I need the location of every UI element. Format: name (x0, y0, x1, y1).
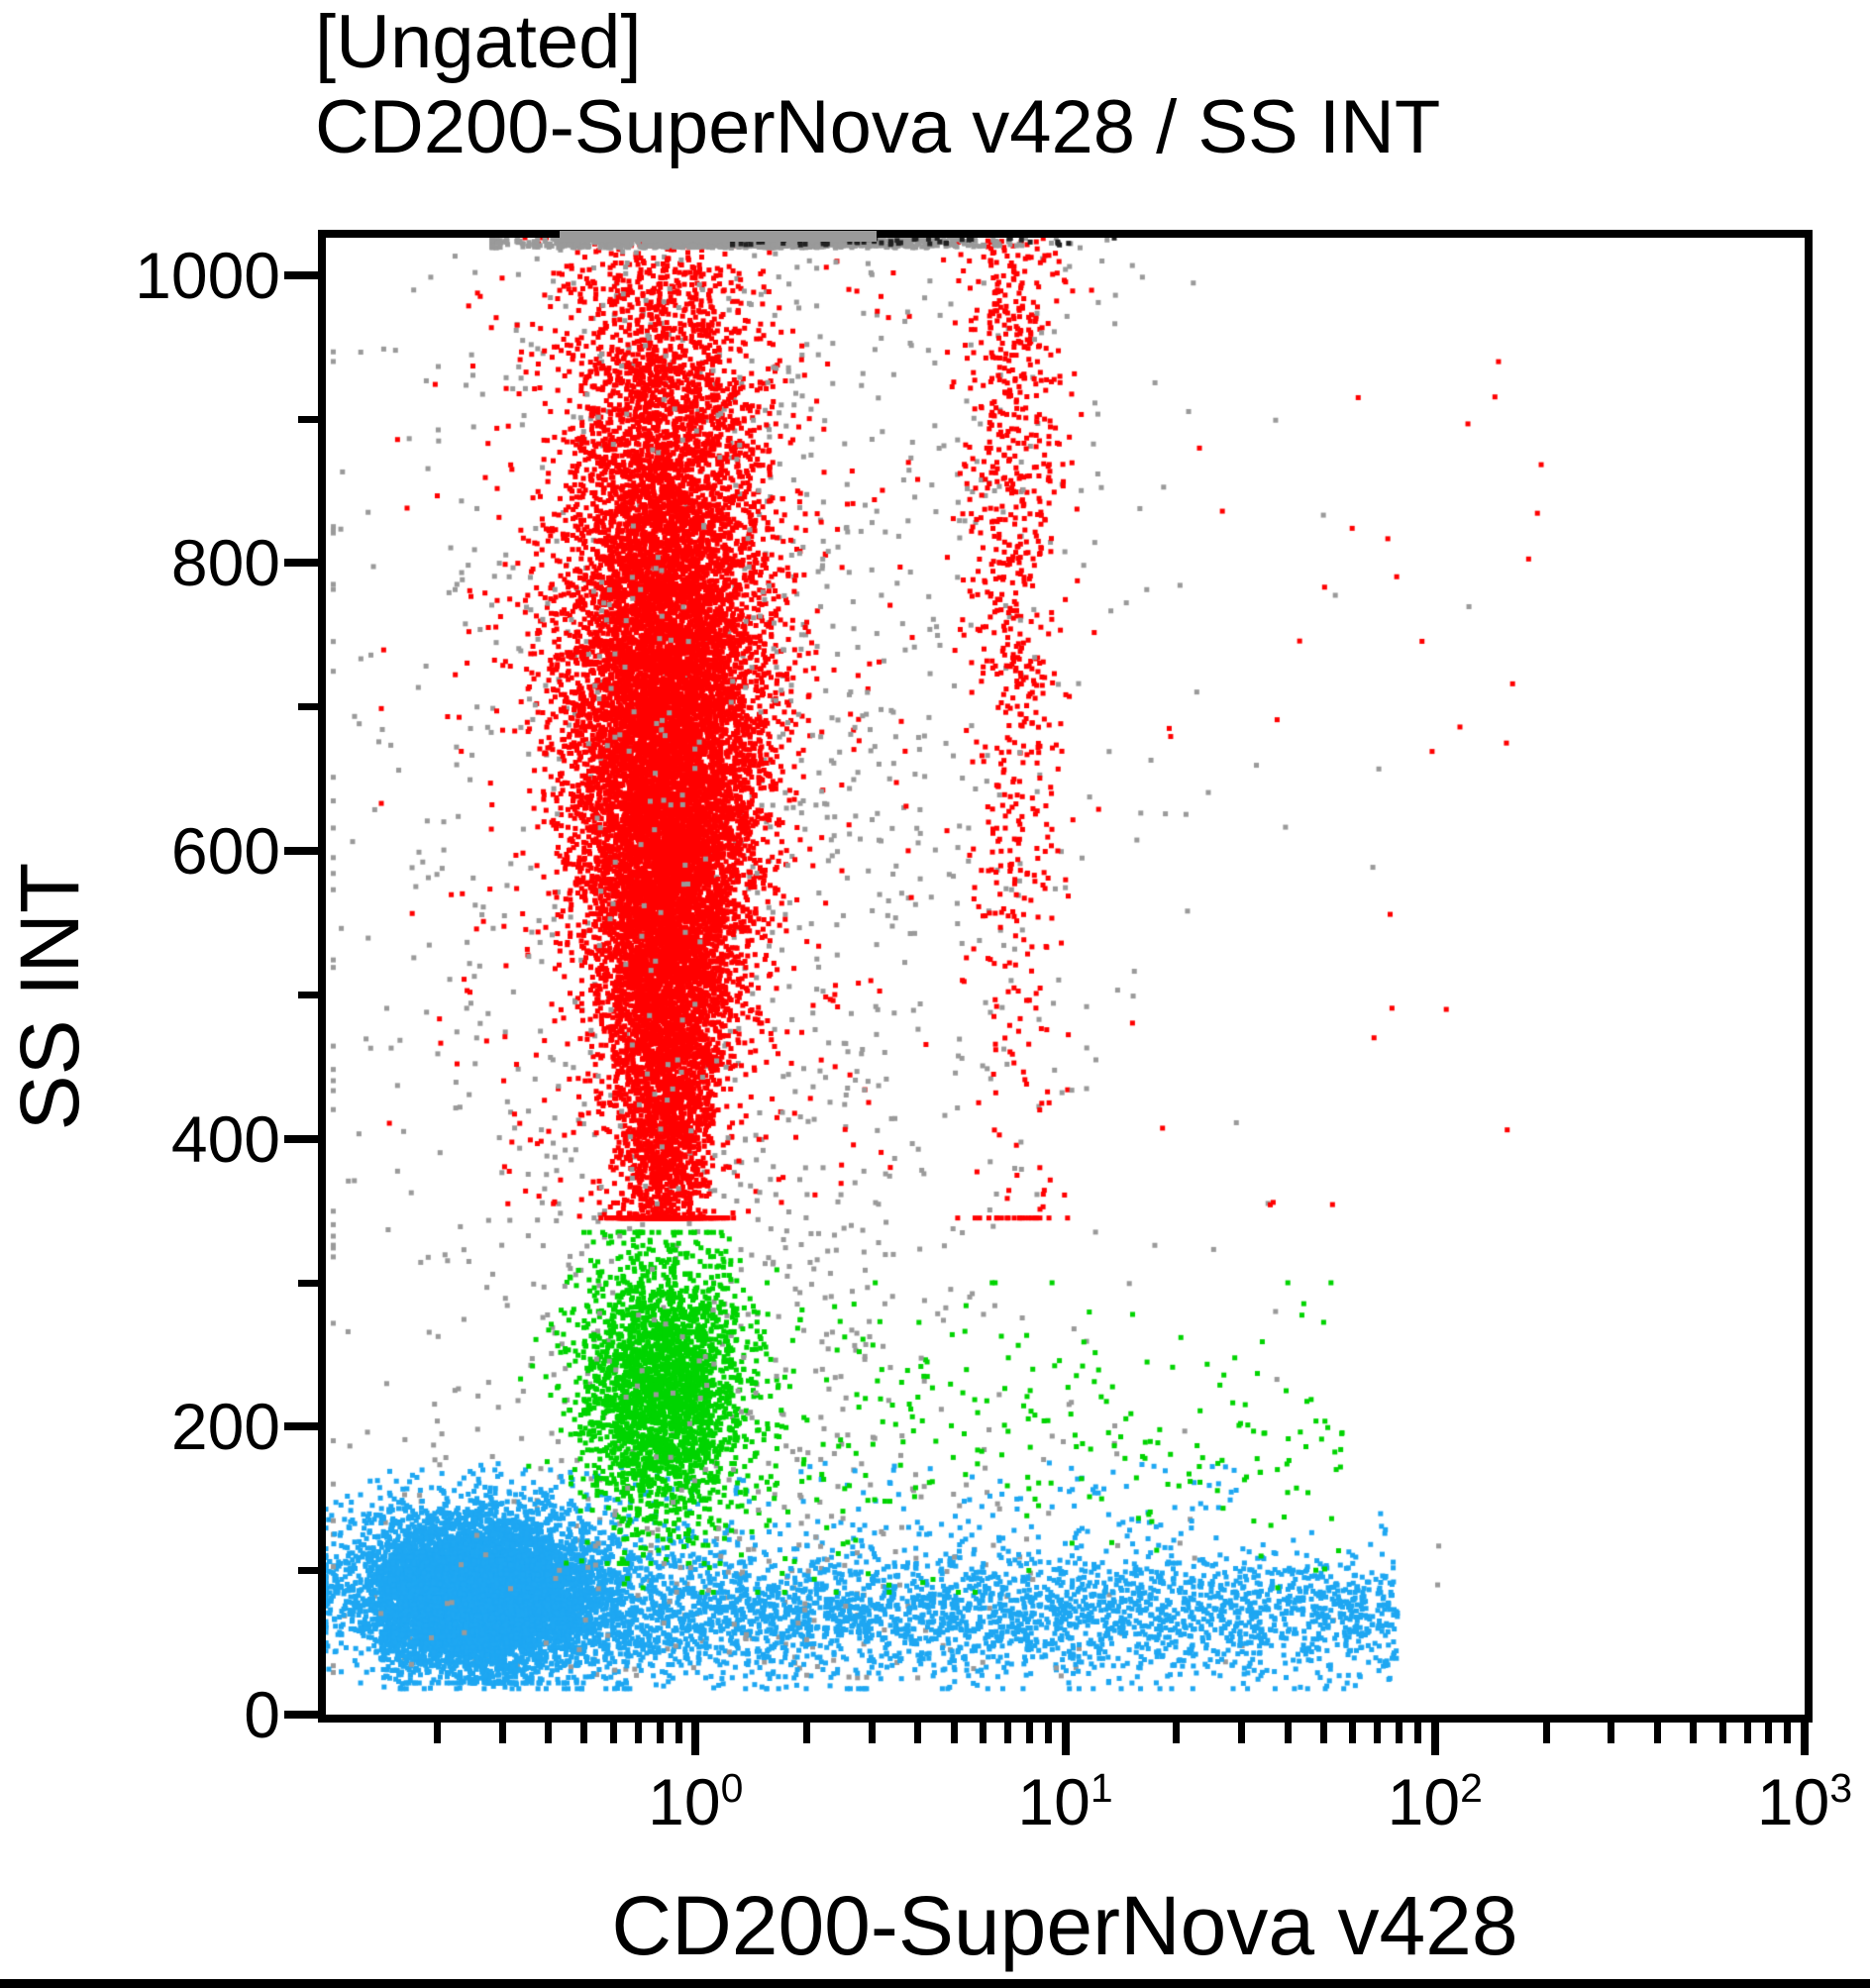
x-axis-minor-tick (1784, 1723, 1792, 1743)
y-axis-tick-label: 1000 (135, 238, 280, 312)
x-axis-minor-tick (433, 1723, 441, 1743)
y-axis-major-tick (284, 559, 318, 568)
plot-area[interactable] (326, 238, 1805, 1715)
x-axis-minor-tick (545, 1723, 553, 1743)
x-axis-minor-tick (1319, 1723, 1327, 1743)
x-axis-minor-tick (1743, 1723, 1751, 1743)
x-axis-minor-tick (868, 1723, 876, 1743)
y-axis-major-tick (284, 847, 318, 856)
x-axis-tick-label: 103 (1756, 1765, 1853, 1838)
x-axis-minor-tick (1653, 1723, 1661, 1743)
x-axis-minor-tick (1542, 1723, 1550, 1743)
y-axis-major-tick (284, 270, 318, 279)
x-axis-minor-tick (675, 1723, 682, 1743)
x-axis-minor-tick (1238, 1723, 1246, 1743)
x-axis-minor-tick (1396, 1723, 1403, 1743)
x-axis-minor-tick (1374, 1723, 1382, 1743)
x-axis-minor-tick (980, 1723, 987, 1743)
x-axis-tick-label: 102 (1387, 1765, 1483, 1838)
x-axis-minor-tick (950, 1723, 958, 1743)
x-axis-minor-tick (1025, 1723, 1033, 1743)
x-axis-major-tick (691, 1723, 700, 1755)
y-axis-minor-tick (298, 991, 318, 998)
x-axis-minor-tick (1718, 1723, 1726, 1743)
y-axis-tick-label: 600 (170, 814, 280, 889)
y-axis-title: SS INT (3, 862, 96, 1131)
y-axis-minor-tick (298, 1567, 318, 1575)
y-axis-tick-label: 200 (170, 1390, 280, 1464)
x-axis-major-tick (1801, 1723, 1809, 1755)
x-axis-minor-tick (1414, 1723, 1422, 1743)
x-axis-minor-tick (609, 1723, 617, 1743)
y-axis-minor-tick (298, 703, 318, 711)
x-axis-minor-tick (1173, 1723, 1181, 1743)
y-axis-minor-tick (298, 415, 318, 423)
x-axis-minor-tick (1690, 1723, 1698, 1743)
x-axis-minor-tick (1044, 1723, 1052, 1743)
x-axis-minor-tick (914, 1723, 922, 1743)
y-axis-major-tick (284, 1422, 318, 1431)
x-axis-tick-label: 100 (648, 1765, 744, 1838)
x-axis-minor-tick (580, 1723, 588, 1743)
x-axis-minor-tick (803, 1723, 811, 1743)
saturation-pileup-band (560, 231, 877, 242)
x-axis-minor-tick (1284, 1723, 1292, 1743)
gate-label: [Ungated] (315, 0, 642, 84)
x-axis-minor-tick (1004, 1723, 1012, 1743)
x-axis-minor-tick (1349, 1723, 1357, 1743)
x-axis-minor-tick (656, 1723, 664, 1743)
x-axis-minor-tick (634, 1723, 642, 1743)
x-axis-minor-tick (1765, 1723, 1773, 1743)
y-axis-tick-label: 0 (244, 1678, 280, 1751)
x-axis-minor-tick (1608, 1723, 1615, 1743)
bottom-border-bar (0, 1979, 1870, 1988)
x-axis-minor-tick (498, 1723, 506, 1743)
x-axis-major-tick (1061, 1723, 1070, 1755)
x-axis-title: CD200-SuperNova v428 (611, 1879, 1518, 1972)
y-axis-tick-label: 400 (170, 1101, 280, 1176)
y-axis-major-tick (284, 1134, 318, 1143)
plot-header: [Ungated] CD200-SuperNova v428 / SS INT (315, 0, 1440, 170)
plot-title: CD200-SuperNova v428 / SS INT (315, 85, 1441, 169)
x-axis-major-tick (1430, 1723, 1439, 1755)
y-axis-major-tick (284, 1711, 318, 1719)
y-axis-tick-label: 800 (170, 526, 280, 600)
y-axis-minor-tick (298, 1279, 318, 1287)
x-axis-tick-label: 101 (1017, 1765, 1113, 1838)
